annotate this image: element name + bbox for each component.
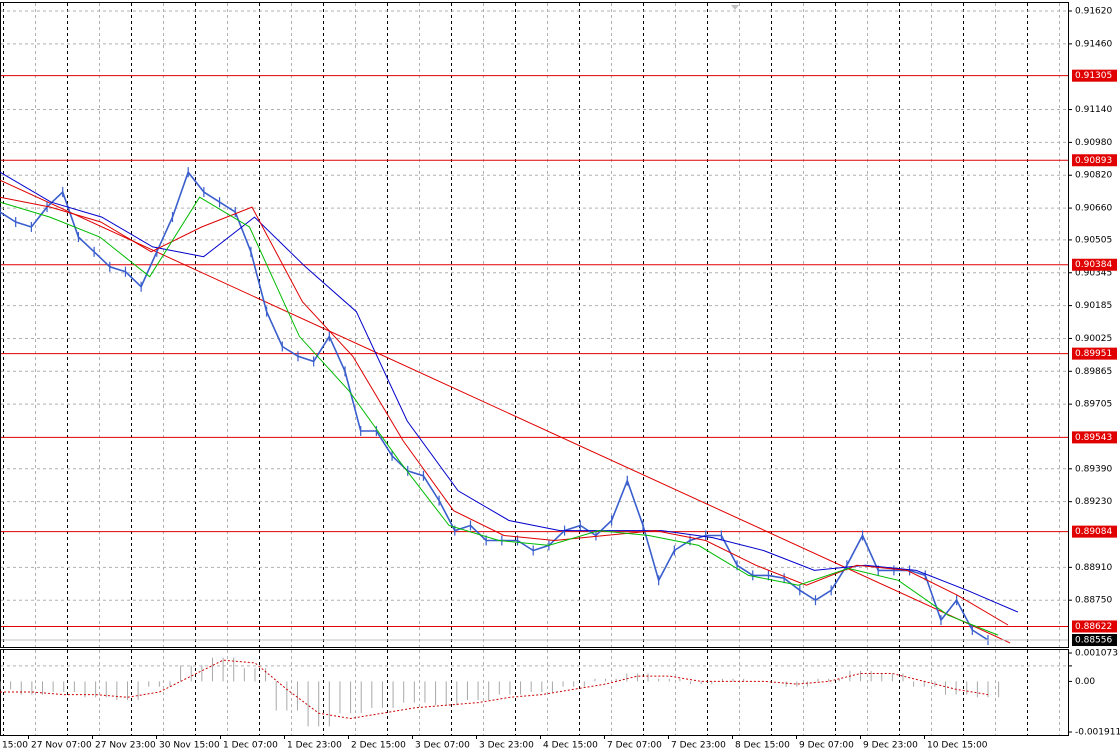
x-tick-label: 27 Nov 23:00 [95, 741, 156, 751]
x-tick-label: 3 Dec 23:00 [479, 741, 534, 751]
price-line [0, 170, 989, 641]
y-tick-label: 0.90345 [1075, 268, 1112, 278]
level-label: 0.90893 [1075, 156, 1112, 166]
y-tick-label: 0.90025 [1075, 334, 1112, 344]
y-tick-label: 0.88750 [1075, 596, 1112, 606]
y-tick-label: 0.89390 [1075, 464, 1112, 474]
x-tick-label: 9 Dec 07:00 [799, 741, 854, 751]
moving-average [0, 171, 1019, 613]
level-label-box [1072, 431, 1117, 444]
x-tick-label: 1 Dec 23:00 [287, 741, 342, 751]
level-label-box [1072, 347, 1117, 360]
shift-marker [731, 5, 739, 10]
x-tick-label: 7 Dec 23:00 [671, 741, 726, 751]
level-label: 0.89951 [1075, 349, 1112, 359]
y-tick-label: 0.91620 [1075, 7, 1112, 17]
y-tick-label: 0.91460 [1075, 39, 1112, 49]
main-panel-frame [0, 2, 1069, 648]
y-tick-label: 0.90820 [1075, 171, 1112, 181]
level-label: 0.91305 [1075, 71, 1112, 81]
last-price-label: 0.88556 [1075, 636, 1112, 646]
x-tick-label: 1 Dec 07:00 [223, 741, 278, 751]
level-label: 0.88622 [1075, 622, 1112, 632]
x-tick-label: 2 Dec 15:00 [351, 741, 406, 751]
y-tick-label: 0.90660 [1075, 204, 1112, 214]
level-label-box [1072, 69, 1117, 82]
level-label: 0.89084 [1075, 527, 1112, 537]
y-tick-label: 0.89230 [1075, 497, 1112, 507]
osc-signal [0, 659, 989, 720]
y-tick-label: 0.89705 [1075, 400, 1112, 410]
y-tick-label: 0.90505 [1075, 235, 1112, 245]
y-tick-label: 0.88910 [1075, 563, 1112, 573]
y-tick-label: 0.90185 [1075, 301, 1112, 311]
level-label: 0.89543 [1075, 433, 1112, 443]
x-tick-label: 10 Dec 15:00 [927, 741, 988, 751]
x-tick-label: 15:00 [2, 741, 28, 751]
x-tick-label: 27 Nov 07:00 [31, 741, 92, 751]
last-price-box [1072, 634, 1117, 647]
x-tick-label: 8 Dec 15:00 [735, 741, 790, 751]
y-tick-label: 0.91140 [1075, 105, 1112, 115]
osc-tick-label: -0.001911 [1075, 728, 1120, 738]
level-label-box [1072, 525, 1117, 538]
x-tick-label: 7 Dec 07:00 [607, 741, 662, 751]
moving-average [0, 196, 1009, 626]
level-label-box [1072, 258, 1117, 271]
level-label-box [1072, 154, 1117, 167]
trend-line [0, 179, 1011, 644]
y-tick-label: 0.90980 [1075, 138, 1112, 148]
moving-average [0, 196, 999, 636]
x-tick-label: 3 Dec 07:00 [415, 741, 470, 751]
x-tick-label: 30 Nov 15:00 [159, 741, 220, 751]
osc-tick-label: 0.00 [1075, 677, 1095, 687]
y-tick-label: 0.89865 [1075, 367, 1112, 377]
osc-tick-label: 0.001073 [1075, 649, 1118, 659]
x-tick-label: 4 Dec 15:00 [543, 741, 598, 751]
level-label-box [1072, 620, 1117, 633]
level-label: 0.90384 [1075, 260, 1112, 270]
x-tick-label: 9 Dec 23:00 [863, 741, 918, 751]
